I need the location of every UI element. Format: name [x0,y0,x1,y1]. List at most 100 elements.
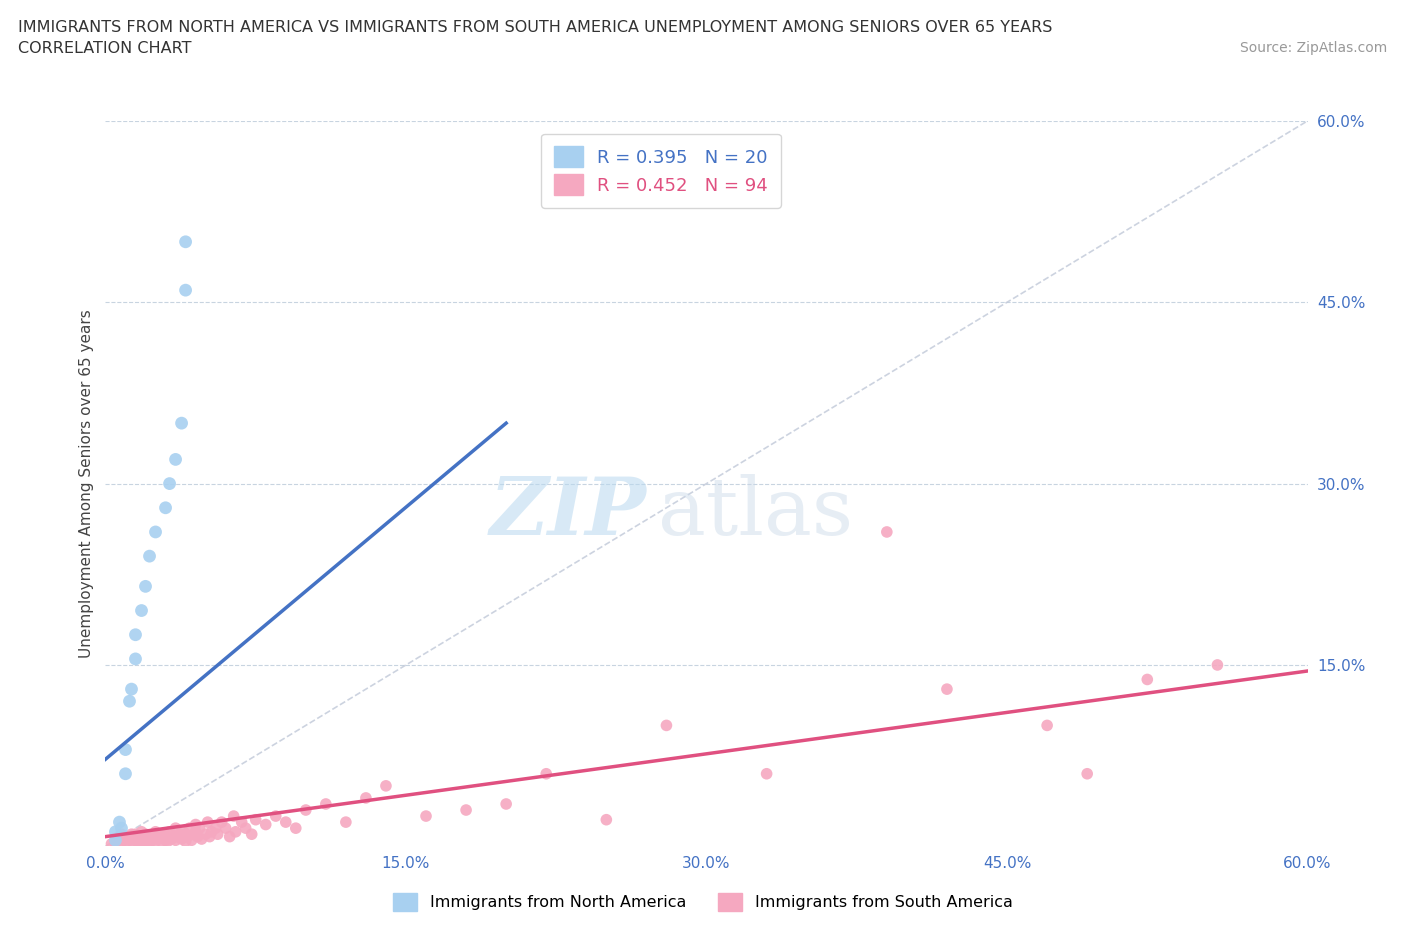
Point [138,835,160,850]
Point [176,830,198,844]
Point [235,821,257,836]
Point [197,815,219,830]
Point [146,831,169,846]
Point [124,827,146,842]
Point [142,830,165,844]
Point [170,831,193,846]
Point [166,830,188,844]
Point [128,830,150,845]
Point [108,815,131,830]
Point [655,718,678,733]
Point [124,651,146,666]
Point [936,682,959,697]
Point [201,824,224,839]
Point [118,694,141,709]
Point [124,628,146,643]
Text: IMMIGRANTS FROM NORTH AMERICA VS IMMIGRANTS FROM SOUTH AMERICA UNEMPLOYMENT AMON: IMMIGRANTS FROM NORTH AMERICA VS IMMIGRA… [18,20,1053,35]
Point [131,604,153,618]
Point [148,827,170,842]
Point [374,778,398,793]
Point [114,766,136,781]
Point [454,803,477,817]
Point [218,830,240,844]
Point [174,834,197,849]
Point [121,827,143,842]
Point [124,833,146,848]
Point [274,815,297,830]
Point [122,835,145,850]
Point [225,824,247,839]
Point [180,833,202,848]
Point [174,234,197,249]
Point [188,821,211,836]
Point [184,817,207,832]
Point [160,831,183,846]
Point [107,833,129,848]
Point [198,830,221,844]
Point [114,830,136,844]
Point [415,809,437,824]
Point [145,834,167,849]
Point [114,834,136,849]
Point [183,827,205,842]
Point [138,828,160,843]
Point [211,815,233,830]
Point [755,766,778,781]
Point [135,578,157,594]
Point [179,821,201,836]
Point [110,835,132,850]
Point [315,796,337,811]
Point [284,821,307,836]
Point [152,830,174,844]
Point [145,824,167,839]
Point [110,827,132,842]
Point [240,827,263,842]
Point [187,830,209,844]
Point [595,812,617,827]
Point [165,452,187,467]
Point [174,283,197,298]
Point [114,742,136,757]
Point [170,416,193,431]
Point [174,827,197,842]
Point [1076,766,1098,781]
Text: atlas: atlas [658,473,853,551]
Point [190,831,212,846]
Point [214,821,236,836]
Point [207,827,229,842]
Point [1036,718,1059,733]
Point [108,830,131,844]
Legend: R = 0.395   N = 20, R = 0.452   N = 94: R = 0.395 N = 20, R = 0.452 N = 94 [541,134,780,207]
Point [264,809,287,824]
Point [222,809,245,824]
Point [121,830,143,845]
Point [127,834,149,849]
Point [295,803,318,817]
Point [194,827,217,842]
Point [136,831,159,846]
Point [534,766,557,781]
Point [245,812,267,827]
Point [169,827,191,842]
Point [121,682,143,697]
Point [354,790,377,805]
Point [159,476,181,491]
Point [495,796,517,811]
Legend: Immigrants from North America, Immigrants from South America: Immigrants from North America, Immigrant… [387,886,1019,917]
Point [876,525,898,539]
Point [173,824,195,839]
Point [155,833,177,848]
Point [204,821,226,836]
Point [135,827,157,842]
Point [184,824,207,839]
Point [132,830,155,844]
Point [122,830,145,844]
Point [162,830,184,844]
Point [135,834,157,849]
Point [117,831,139,846]
Point [104,824,127,839]
Text: Source: ZipAtlas.com: Source: ZipAtlas.com [1240,41,1388,55]
Point [118,833,141,848]
Point [155,827,177,842]
Point [1136,672,1159,687]
